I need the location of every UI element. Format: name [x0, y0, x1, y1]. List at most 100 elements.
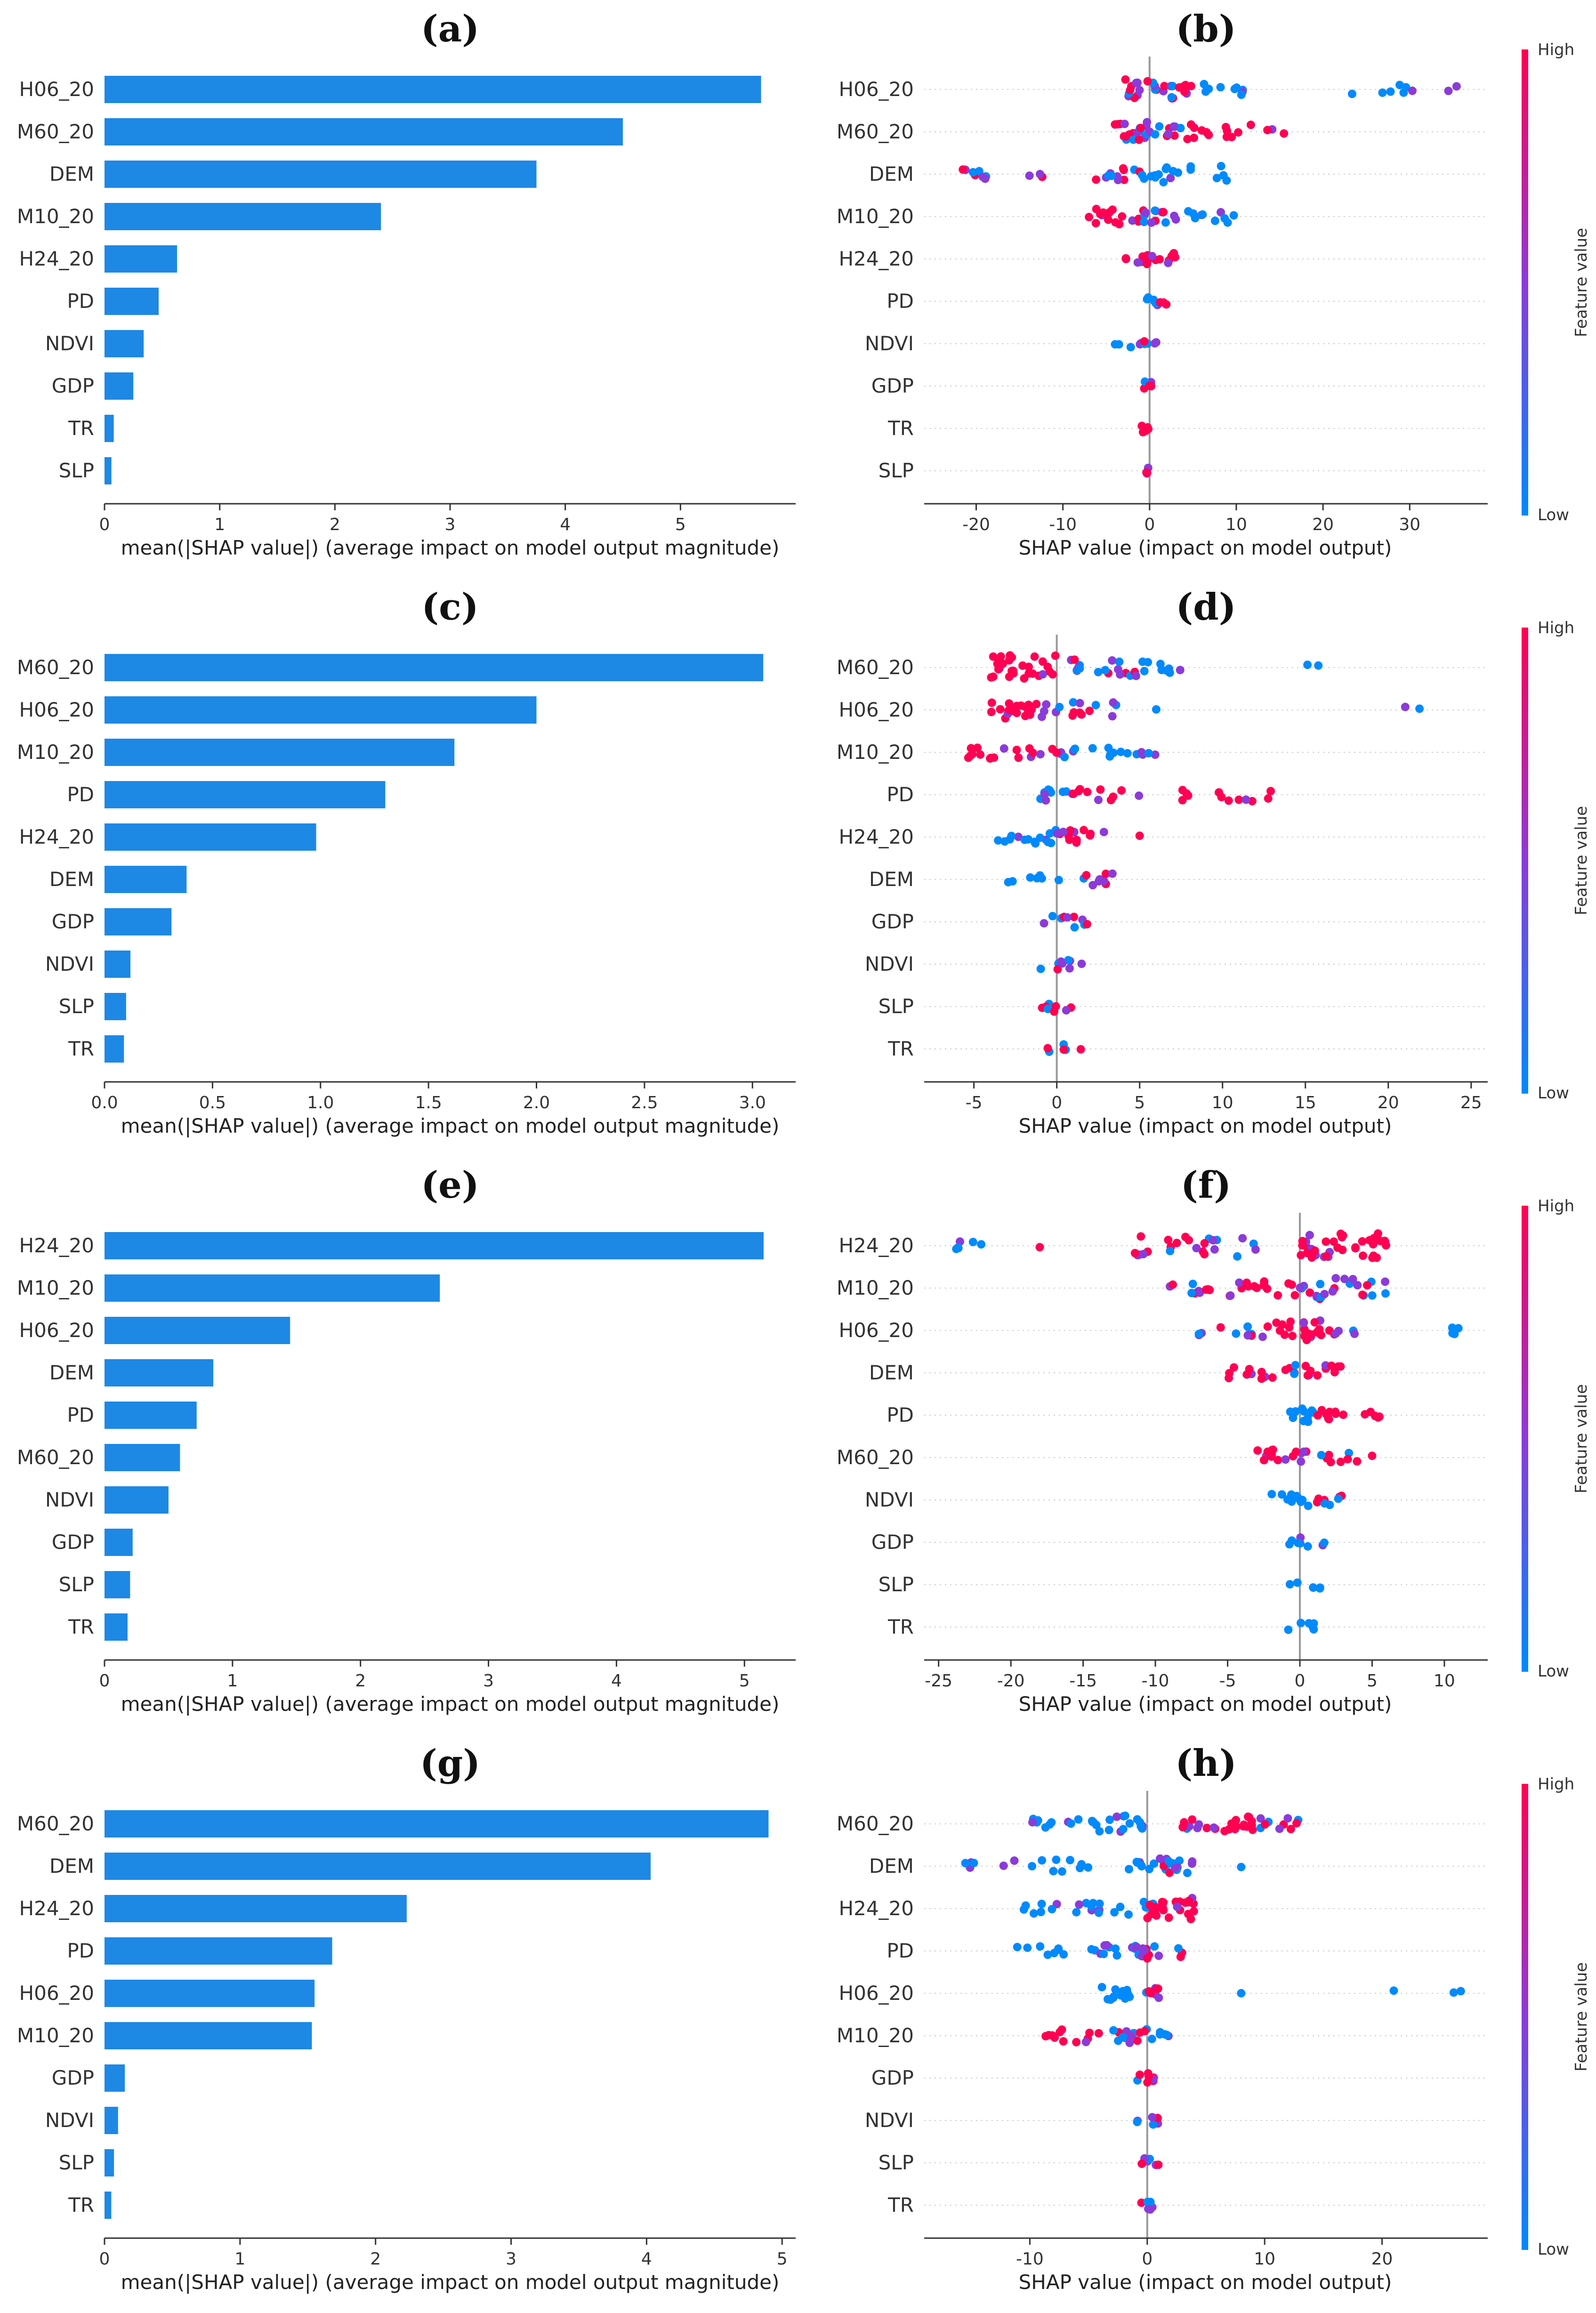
shap-point [1277, 1490, 1286, 1499]
shap-point [968, 1238, 977, 1247]
feature-label: M60_20 [17, 656, 94, 679]
feature-label: NDVI [865, 952, 914, 975]
shap-point [1059, 1950, 1068, 1959]
shap-point [1063, 913, 1072, 922]
shap-point [1310, 1318, 1319, 1327]
shap-point [1027, 705, 1036, 714]
feature-label: DEM [49, 1361, 94, 1384]
shap-point [1014, 753, 1023, 762]
shap-point [1152, 338, 1161, 347]
shap-point [1286, 1317, 1295, 1326]
bar [105, 1810, 769, 1838]
shap-point [1173, 1902, 1182, 1911]
shap-point [1307, 1253, 1316, 1262]
shap-point [1072, 1908, 1081, 1917]
shap-point [1005, 656, 1014, 665]
feature-label: PD [67, 1939, 94, 1962]
colorbar-title: Feature value [1572, 228, 1591, 337]
feature-label: M10_20 [837, 2024, 914, 2047]
bar [105, 2192, 112, 2219]
bar [105, 1613, 128, 1641]
shap-point [1156, 2028, 1165, 2037]
shap-point [1290, 1291, 1299, 1300]
shap-point [1147, 2034, 1156, 2043]
shap-point [1284, 1625, 1293, 1634]
shap-point [1127, 2031, 1136, 2040]
shap-point [1052, 1855, 1061, 1864]
shap-point [1148, 2113, 1157, 2122]
shap-point [1120, 175, 1128, 184]
shap-point [1334, 1327, 1343, 1336]
colorbar [1522, 628, 1528, 1094]
shap-point [989, 672, 998, 681]
x-tick-label: 10 [1434, 1671, 1455, 1691]
shap-point [1148, 1903, 1157, 1912]
shap-point [1222, 176, 1231, 185]
bar [105, 203, 381, 230]
feature-label: H06_20 [839, 1319, 914, 1342]
shap-point [1307, 1406, 1316, 1415]
shap-point [1263, 1284, 1272, 1293]
shap-point [1235, 1278, 1244, 1287]
shap-point [1336, 1229, 1345, 1238]
feature-label: M60_20 [17, 1446, 94, 1469]
colorbar-title: Feature value [1572, 1962, 1591, 2071]
shap-point [1304, 1417, 1313, 1426]
shap-point [1316, 1280, 1325, 1289]
shap-point [1097, 1983, 1106, 1991]
feature-label: H06_20 [19, 698, 94, 721]
x-tick-label: 2 [330, 515, 340, 534]
bar [105, 1444, 180, 1471]
shap-point [1268, 1373, 1277, 1382]
feature-label: TR [887, 1037, 914, 1060]
shap-point [1019, 1905, 1028, 1914]
shap-point [1043, 838, 1052, 846]
shap-point [1088, 1899, 1097, 1908]
shap-point [961, 1859, 970, 1868]
shap-point [1175, 83, 1184, 92]
x-tick-label: 5 [1367, 1671, 1378, 1691]
shap-point [1185, 1896, 1193, 1905]
bar [105, 76, 761, 103]
bar [105, 739, 455, 766]
shap-point [1145, 1864, 1154, 1873]
shap-point [1018, 661, 1027, 670]
shap-point [1070, 923, 1079, 932]
x-tick-label: 0 [1144, 515, 1155, 534]
shap-point [1347, 89, 1356, 98]
shap-point [1246, 121, 1255, 129]
x-tick-label: 20 [1312, 515, 1334, 534]
shap-point [1178, 796, 1187, 805]
x-tick-label: 3 [506, 2249, 516, 2269]
shap-point [1224, 796, 1233, 805]
shap-point [1094, 1908, 1103, 1917]
shap-point [1121, 75, 1130, 84]
shap-point [1109, 2026, 1118, 2035]
shap-point [1049, 1867, 1058, 1876]
shap-point [1284, 1279, 1293, 1288]
feature-label: NDVI [865, 1488, 914, 1511]
bar [105, 1895, 407, 1922]
shap-point [1243, 1331, 1252, 1340]
shap-point [1242, 1822, 1251, 1831]
shap-point [1256, 1814, 1265, 1823]
shap-point [959, 165, 967, 174]
shap-point [1040, 790, 1049, 799]
shap-point [1140, 337, 1149, 346]
bar [105, 1359, 214, 1386]
shap-point [1168, 81, 1177, 90]
shap-point [1259, 1456, 1268, 1465]
x-tick-label: 20 [1371, 2249, 1393, 2269]
shap-point [1116, 670, 1125, 679]
shap-point [1313, 1371, 1322, 1380]
shap-point [1133, 2036, 1142, 2045]
shap-point [1102, 1941, 1111, 1950]
shap-point [1111, 1985, 1120, 1994]
shap-point [1281, 1455, 1290, 1464]
shap-point [1156, 1854, 1165, 1863]
panel-title: (d) [1176, 586, 1236, 629]
shap-point [986, 753, 995, 762]
shap-point [1375, 1412, 1384, 1421]
shap-point [1232, 1329, 1241, 1338]
shap-point [1028, 1818, 1037, 1827]
